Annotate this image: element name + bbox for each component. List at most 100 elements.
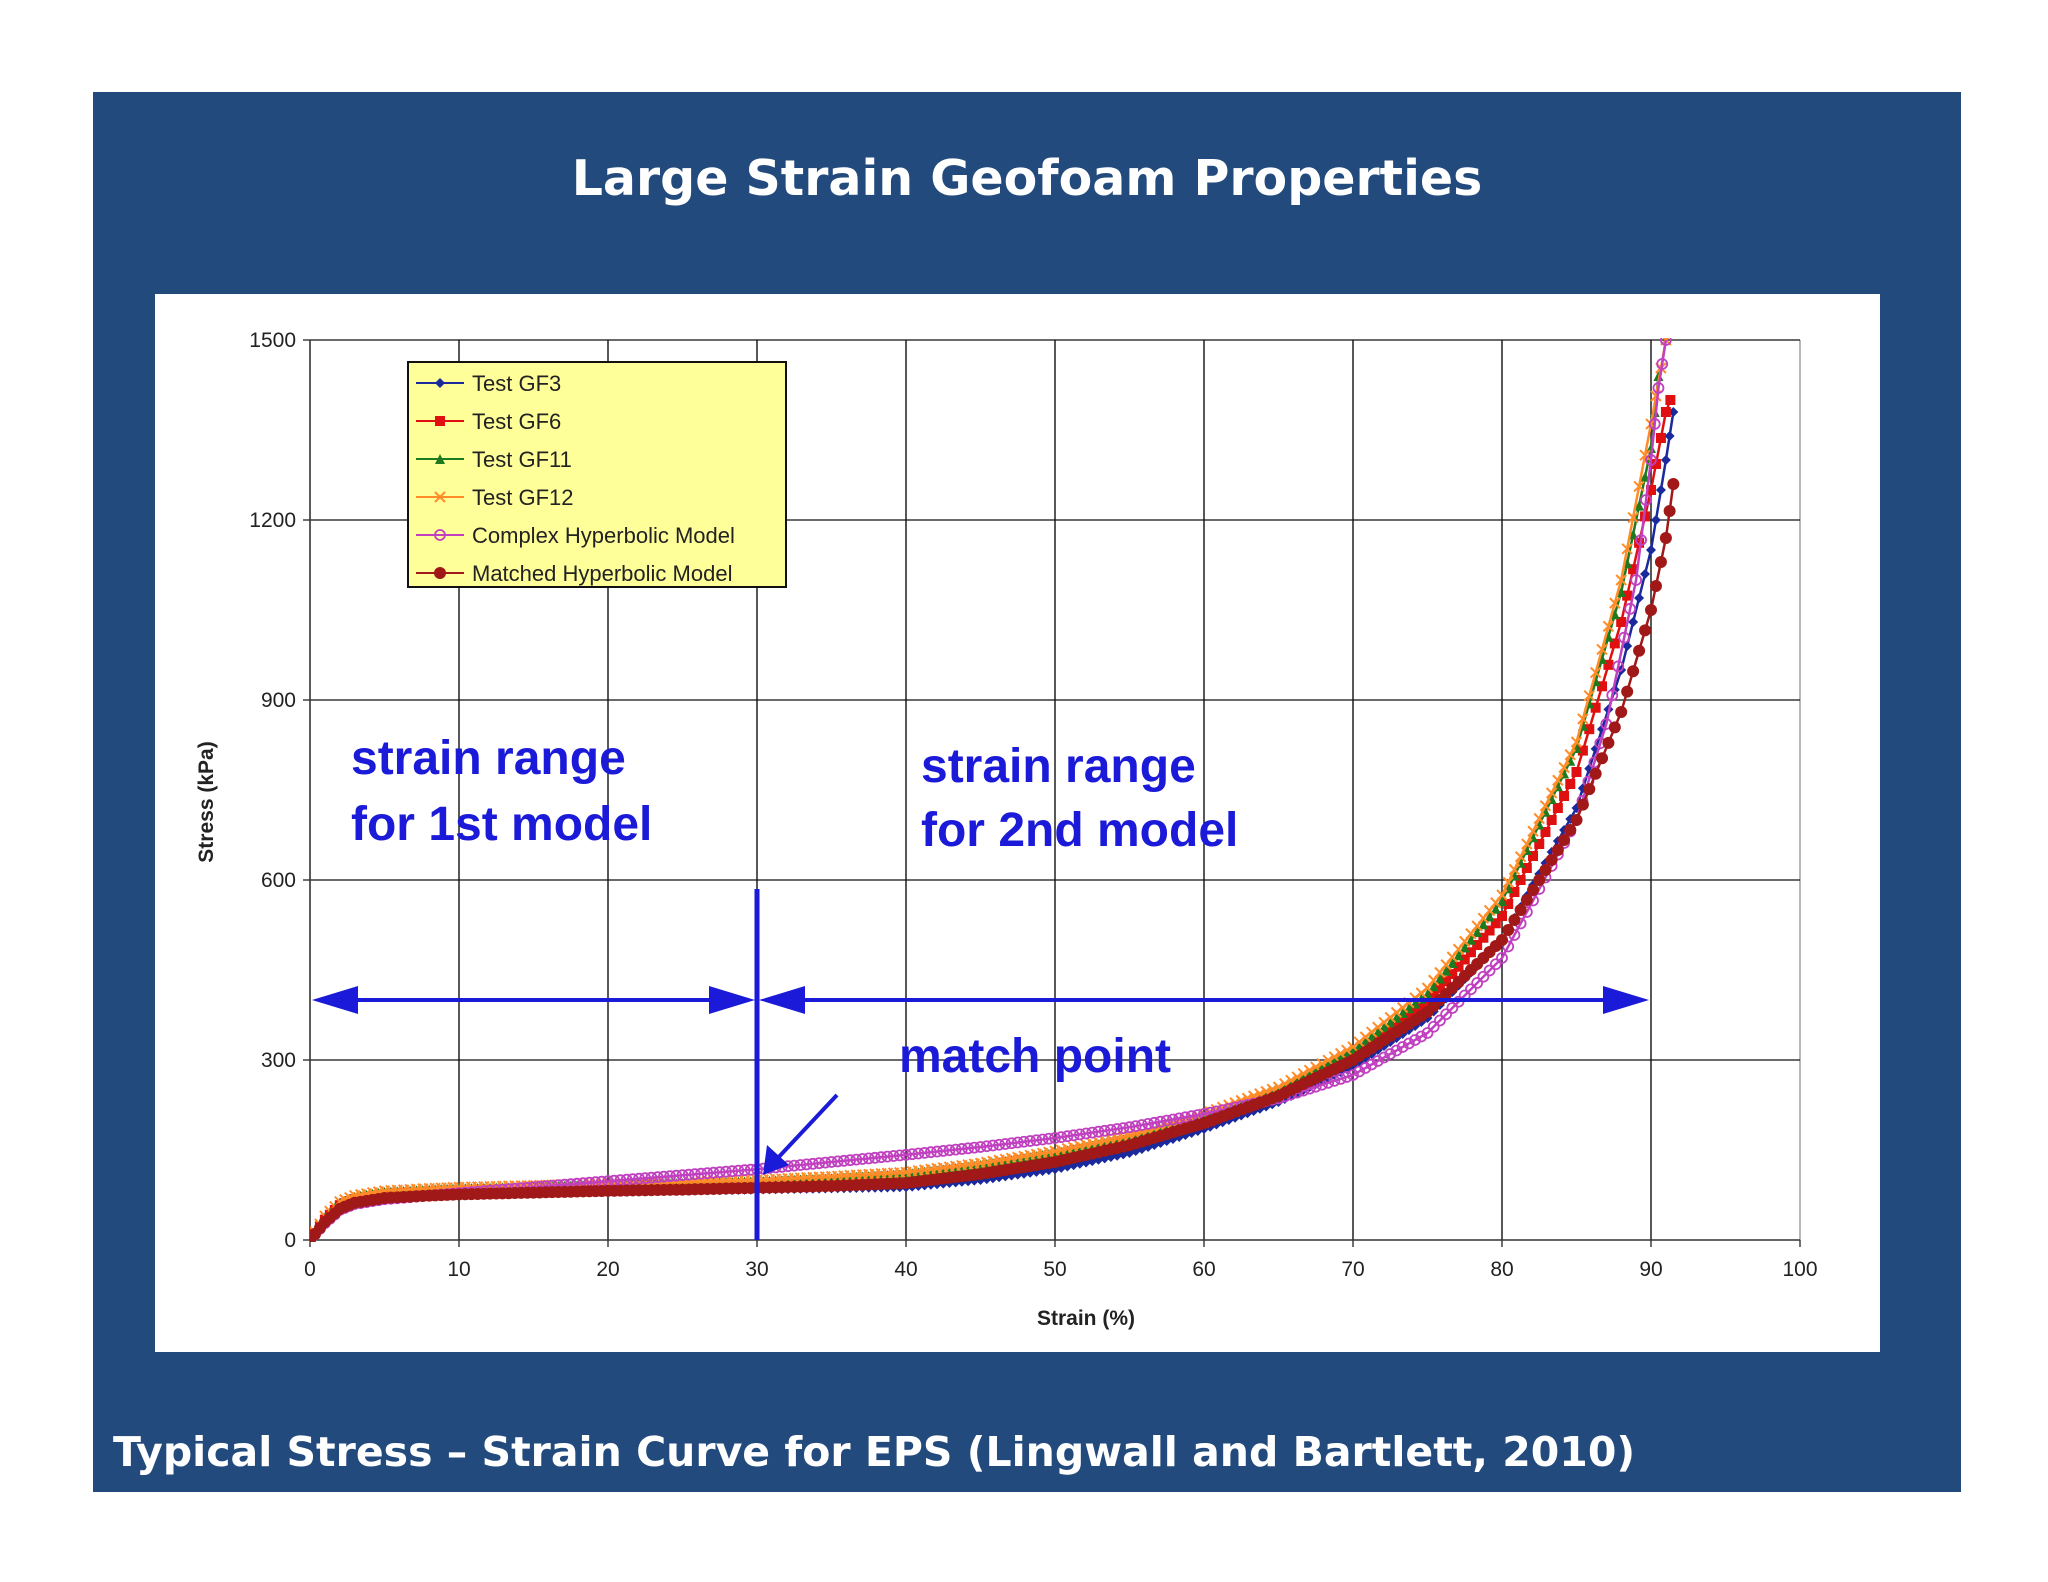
series-4-point-99	[906, 1148, 919, 1161]
series-3-point-213	[1615, 574, 1627, 586]
series-3-point-201-stroke-b	[1539, 800, 1552, 812]
series-1-point-182	[1422, 998, 1433, 1008]
series-3-point-191	[1477, 912, 1490, 924]
series-1-point-197	[1515, 875, 1526, 885]
match-point-pointer-shaft	[773, 1093, 839, 1163]
series-3-point-203-stroke-b	[1552, 774, 1564, 786]
legend-swatch-marker-3-stroke-b	[434, 491, 446, 503]
series-4-point-62	[676, 1169, 689, 1182]
x-tick-label-90: 90	[1639, 1258, 1662, 1281]
series-4-point-82	[800, 1158, 813, 1171]
series-1-point-185	[1441, 976, 1452, 987]
y-tick-label-1500: 1500	[249, 329, 296, 352]
series-3-point-195	[1502, 876, 1514, 888]
series-3-point-217-stroke-b	[1639, 449, 1651, 461]
series-3-point-183	[1428, 974, 1440, 986]
series-4-point-84	[813, 1157, 825, 1170]
series-4-point-142	[1173, 1112, 1186, 1125]
series-3-point-156-stroke-b	[1260, 1085, 1272, 1098]
series-4-point-122	[1049, 1132, 1061, 1144]
series-0-point-122	[1050, 1164, 1060, 1175]
series-4-point-116	[1011, 1136, 1024, 1149]
series-2-point-194	[1497, 896, 1507, 906]
series-4-point-182	[1421, 1027, 1434, 1039]
series-4-point-174	[1371, 1055, 1384, 1067]
match-point-pointer-head	[763, 1145, 789, 1175]
series-3-point-196-stroke-b	[1508, 863, 1521, 876]
series-3-point-206-stroke-b	[1570, 736, 1583, 748]
series-1-point-222	[1665, 395, 1676, 405]
series-3-point-189	[1465, 928, 1477, 940]
series-3-point-212-stroke-b	[1609, 597, 1621, 609]
series-4-point-137	[1142, 1118, 1155, 1130]
series-4-point-177	[1390, 1044, 1403, 1057]
series-1-point-200	[1534, 839, 1545, 849]
series-1-point-209	[1590, 702, 1601, 713]
annotation-range2-line2: for 2nd model	[921, 804, 1238, 857]
series-1-point-193	[1490, 918, 1501, 929]
series-3-point-165-stroke-b	[1316, 1057, 1328, 1070]
series-1-point-215	[1628, 564, 1639, 575]
series-5-point-199	[1527, 884, 1540, 896]
series-3-point-185-stroke-b	[1440, 959, 1452, 971]
series-matched-hyperbolic-model	[310, 478, 1680, 1242]
series-3-point-212	[1609, 597, 1621, 609]
series-1-point-187	[1453, 961, 1464, 972]
series-0-point-218	[1646, 545, 1656, 555]
series-3-point-199	[1527, 825, 1539, 837]
series-0-point-217	[1640, 569, 1651, 579]
series-4-point-110	[974, 1141, 987, 1153]
series-3-point-182-stroke-b	[1421, 982, 1434, 994]
series-5-point-216	[1633, 644, 1646, 657]
series-1-point-195	[1503, 899, 1514, 909]
series-3-point-216-stroke-b	[1633, 480, 1645, 493]
slide-caption: Typical Stress – Strain Curve for EPS (L…	[113, 1428, 1636, 1476]
series-4-point-167	[1328, 1074, 1341, 1087]
series-5-point-220	[1654, 556, 1667, 568]
series-5-point-202	[1545, 854, 1558, 866]
slide-title: Large Strain Geofoam Properties	[571, 150, 1483, 207]
legend-swatch-marker-2	[435, 454, 445, 464]
series-4-point-114	[999, 1138, 1012, 1150]
series-2-point-184	[1434, 973, 1445, 984]
series-1-point-190	[1472, 940, 1483, 950]
series-4-point-221	[1652, 382, 1665, 394]
series-3-point-215	[1627, 511, 1639, 524]
series-4-point-217	[1635, 534, 1647, 546]
series-4-point-80	[788, 1159, 801, 1172]
series-3-point-164-stroke-b	[1310, 1061, 1322, 1073]
series-2-point-191	[1478, 919, 1489, 930]
series-4-point-183	[1427, 1020, 1440, 1033]
series-4-point-104	[937, 1145, 950, 1157]
series-0-point-220	[1655, 485, 1666, 495]
series-3-point-196	[1508, 863, 1521, 876]
series-1-point-188	[1459, 954, 1470, 965]
legend-swatch-marker-1	[435, 416, 445, 426]
x-tick-label-50: 50	[1043, 1258, 1066, 1281]
series-4-point-213	[1612, 660, 1625, 673]
series-1-point-198	[1521, 863, 1532, 873]
series-4-point-92	[862, 1152, 875, 1165]
series-1-point-221	[1660, 407, 1671, 417]
series-3-point-197	[1514, 851, 1527, 863]
series-1-point-212	[1609, 638, 1620, 649]
series-5-point-210	[1596, 752, 1609, 765]
series-4-point-113	[993, 1138, 1006, 1151]
series-2-point-192	[1484, 911, 1495, 922]
series-4-point-109	[968, 1141, 981, 1154]
range2-double-arrow-head-right	[1603, 986, 1649, 1014]
series-4-point-115	[1005, 1137, 1018, 1150]
series-3-point-202-stroke-b	[1545, 787, 1558, 799]
series-4-point-126	[1073, 1128, 1086, 1141]
series-4-point-56	[639, 1172, 652, 1185]
series-4-point-63	[682, 1168, 695, 1181]
series-5-point-215	[1627, 665, 1640, 678]
series-4-point-168	[1334, 1073, 1347, 1085]
series-4-point-181	[1415, 1030, 1428, 1043]
series-3-point-168-stroke-b	[1334, 1047, 1347, 1060]
series-3-point-203	[1552, 774, 1564, 786]
series-4-point-93	[869, 1151, 881, 1164]
series-1-point-184	[1434, 983, 1445, 994]
series-2-point-213	[1616, 587, 1627, 597]
series-1-point-191	[1478, 932, 1489, 943]
